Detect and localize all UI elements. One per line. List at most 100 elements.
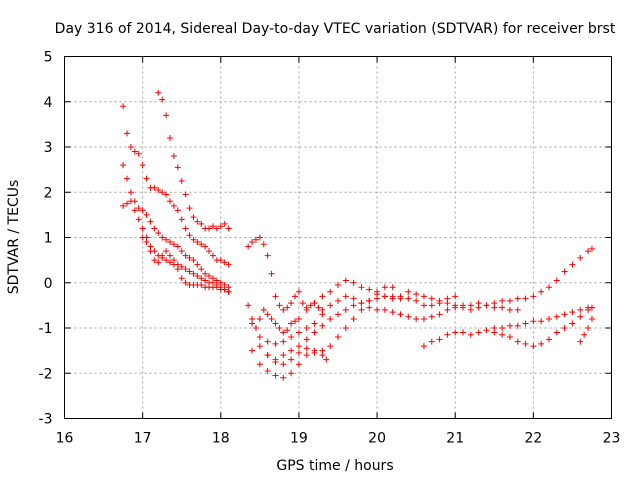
data-point [194, 239, 201, 246]
y-tick-label: 5 [44, 50, 53, 66]
series-track-f [245, 234, 326, 313]
data-point [170, 241, 177, 248]
data-point [499, 331, 506, 338]
data-point [553, 277, 560, 284]
data-point [268, 315, 275, 322]
series-track-k [264, 345, 330, 368]
data-point [327, 315, 334, 322]
data-point [342, 293, 349, 300]
series-track-c [120, 162, 232, 291]
data-point [467, 331, 474, 338]
data-point [268, 270, 275, 277]
data-point [475, 300, 482, 307]
plot-frame [64, 56, 612, 419]
chart-title: Day 316 of 2014, Sidereal Day-to-day VTE… [55, 21, 616, 37]
data-point [155, 186, 162, 193]
data-point [288, 347, 295, 354]
y-tick-labels: -3 -2 -1 0 1 2 3 4 5 [39, 50, 53, 428]
data-point [452, 293, 459, 300]
data-point [420, 302, 427, 309]
series-track-l [420, 304, 595, 350]
data-point [272, 372, 279, 379]
data-point [143, 175, 150, 182]
data-point [280, 361, 287, 368]
data-point [209, 223, 216, 230]
data-point [315, 304, 322, 311]
data-point [327, 343, 334, 350]
data-point [561, 311, 568, 318]
data-point [252, 236, 259, 243]
data-point [350, 315, 357, 322]
data-point [135, 150, 142, 157]
data-point [292, 293, 299, 300]
data-point [335, 334, 341, 341]
data-point [260, 241, 267, 248]
data-point [124, 200, 131, 207]
data-point [135, 216, 142, 223]
data-point [276, 325, 283, 331]
data-point [413, 291, 420, 298]
data-point [389, 284, 396, 291]
data-point [420, 293, 427, 300]
data-point [335, 311, 341, 318]
data-point [350, 295, 357, 302]
data-point [194, 261, 201, 268]
data-point [127, 198, 134, 205]
data-point [514, 295, 521, 302]
data-point [506, 297, 513, 304]
data-point [264, 338, 271, 345]
data-point [163, 191, 170, 198]
data-point [284, 304, 291, 311]
data-point [198, 220, 205, 227]
data-point [420, 315, 427, 322]
data-point [405, 295, 412, 302]
data-point [272, 340, 279, 347]
data-point [120, 202, 127, 209]
data-point [182, 266, 189, 273]
data-point [303, 325, 310, 331]
data-point [280, 374, 287, 381]
data-point [284, 327, 291, 334]
data-point [131, 207, 138, 214]
data-point [311, 320, 318, 327]
data-point [530, 293, 537, 300]
data-point [198, 275, 205, 282]
data-point [178, 275, 185, 282]
data-point [585, 325, 592, 331]
data-point [190, 257, 197, 264]
data-point [249, 239, 256, 246]
data-point [264, 367, 271, 374]
data-point [288, 334, 295, 341]
data-point [522, 340, 529, 347]
data-point [202, 270, 209, 277]
data-point [170, 153, 177, 160]
data-point [530, 318, 537, 325]
data-point [143, 211, 150, 218]
data-point [186, 268, 193, 275]
data-point [159, 96, 166, 103]
data-point [381, 293, 388, 300]
data-point [444, 331, 451, 338]
data-point [413, 297, 420, 304]
data-point [452, 304, 459, 311]
data-point [147, 218, 154, 225]
y-tick-label: 3 [44, 140, 53, 156]
data-point [170, 202, 177, 209]
data-point [350, 279, 357, 286]
data-point [499, 297, 506, 304]
data-point [588, 304, 595, 311]
data-point [166, 239, 173, 246]
data-point [139, 225, 146, 232]
data-point [190, 214, 197, 221]
data-point [295, 361, 302, 368]
data-point [264, 352, 271, 359]
data-point [280, 329, 287, 336]
y-tick-label: 1 [44, 231, 53, 247]
data-point [295, 343, 302, 350]
series-track-i [252, 293, 459, 363]
data-point [303, 345, 310, 352]
y-tick-label: 0 [44, 276, 53, 292]
data-point [460, 302, 467, 309]
data-point [545, 336, 552, 343]
data-point [194, 218, 201, 225]
